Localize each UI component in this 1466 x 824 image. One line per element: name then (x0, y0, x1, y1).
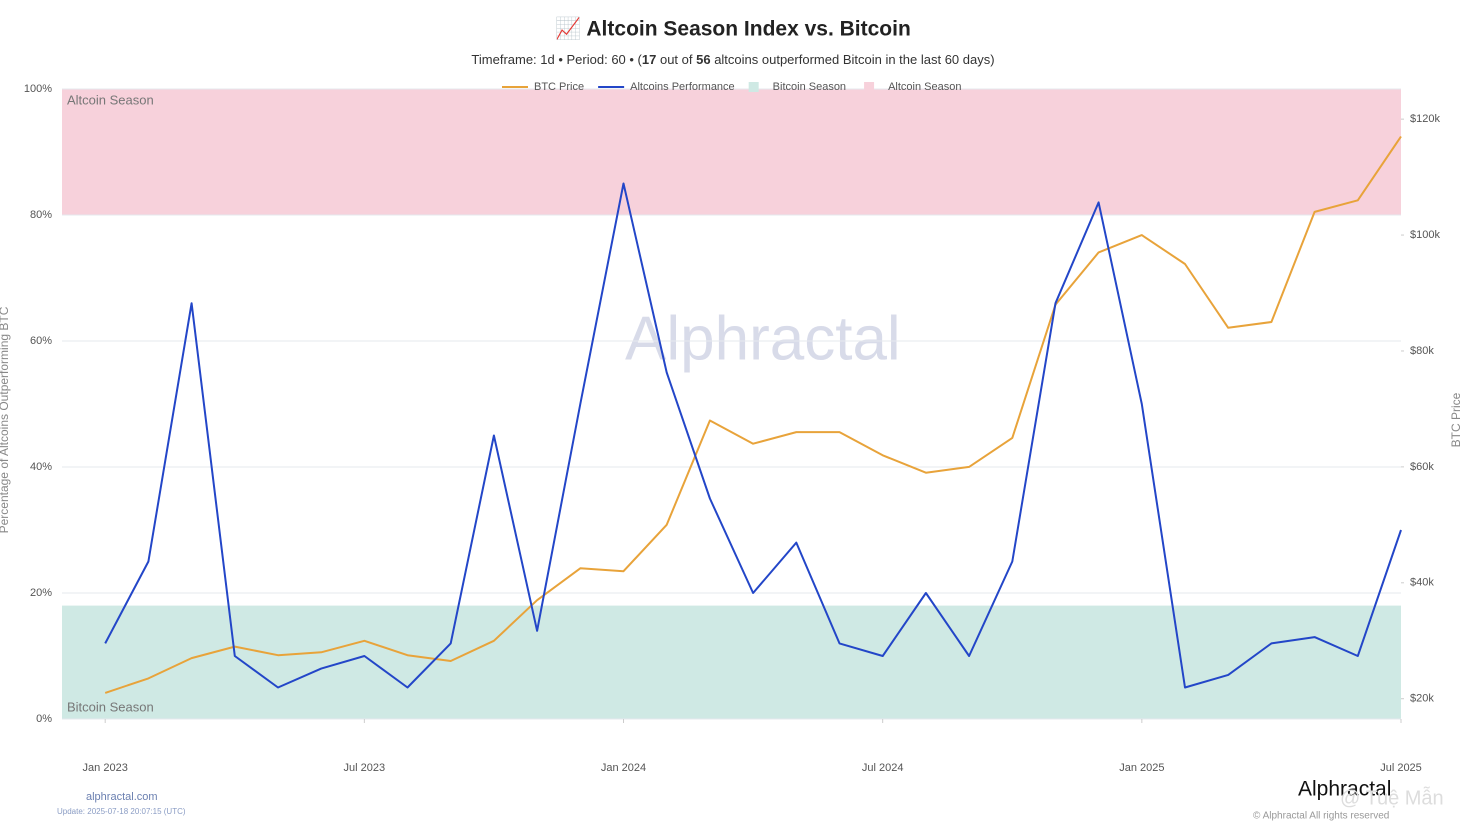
footer-rights: © Alphractal All rights reserved (1253, 811, 1389, 822)
subtitle-part: altcoins outperformed Bitcoin in the las… (711, 52, 995, 67)
x-tick-label: Jan 2025 (1119, 762, 1164, 774)
footer-update: Update: 2025-07-18 20:07:15 (UTC) (57, 807, 186, 816)
x-tick-label: Jan 2024 (601, 762, 646, 774)
y-tick-label: 80% (30, 209, 52, 221)
watermark: Alphractal (625, 304, 901, 373)
legend-swatch (864, 82, 875, 92)
legend-label: Altcoin Season (888, 81, 961, 93)
subtitle-part: Timeframe: 1d • Period: 60 • ( (471, 52, 642, 67)
y-tick-label: 100% (24, 83, 52, 95)
chart-title: 📈 Altcoin Season Index vs. Bitcoin (555, 16, 911, 41)
band-label: Bitcoin Season (67, 699, 154, 714)
y2-axis-label: BTC Price (1449, 392, 1463, 447)
layer (62, 89, 1401, 719)
footer-logo: Alphractal (1298, 778, 1391, 801)
y-tick-label: 20% (30, 587, 52, 599)
subtitle: Timeframe: 1d • Period: 60 • (17 out of … (471, 52, 994, 67)
season-band (62, 605, 1401, 719)
x-tick-label: Jul 2024 (862, 762, 904, 774)
layer: Alphractal (62, 88, 1404, 723)
legend-label: BTC Price (534, 81, 584, 93)
legend-swatch (748, 82, 759, 92)
y2-tick-label: $100k (1410, 229, 1440, 241)
band-label: Altcoin Season (67, 92, 154, 107)
layer (104, 135, 1402, 694)
y-tick-label: 40% (30, 461, 52, 473)
x-tick-label: Jul 2023 (344, 762, 386, 774)
subtitle-part: 17 (642, 52, 656, 67)
series-line (104, 182, 1402, 689)
user-watermark: @ Tuệ Mẫn (1340, 786, 1444, 809)
x-tick-label: Jul 2025 (1380, 762, 1422, 774)
series-line (104, 135, 1402, 694)
season-band (62, 89, 1401, 215)
y2-tick-label: $60k (1410, 461, 1434, 473)
y-tick-label: 60% (30, 335, 52, 347)
y-axis-label: Percentage of Altcoins Outperforming BTC (0, 306, 11, 533)
y2-tick-label: $80k (1410, 345, 1434, 357)
y2-tick-label: $120k (1410, 113, 1440, 125)
footer-site: alphractal.com (86, 791, 158, 803)
x-tick-label: Jan 2023 (83, 762, 128, 774)
legend-label: Altcoins Performance (630, 81, 735, 93)
y2-tick-label: $20k (1410, 693, 1434, 705)
subtitle-part: out of (656, 52, 696, 67)
layer: Bitcoin Season Altcoin Season 0% 20% 40% 60% 8… (24, 81, 1441, 774)
subtitle-part: 56 (696, 52, 710, 67)
y2-tick-label: $40k (1410, 577, 1434, 589)
y-tick-label: 0% (36, 713, 52, 725)
legend-label: Bitcoin Season (773, 81, 846, 93)
